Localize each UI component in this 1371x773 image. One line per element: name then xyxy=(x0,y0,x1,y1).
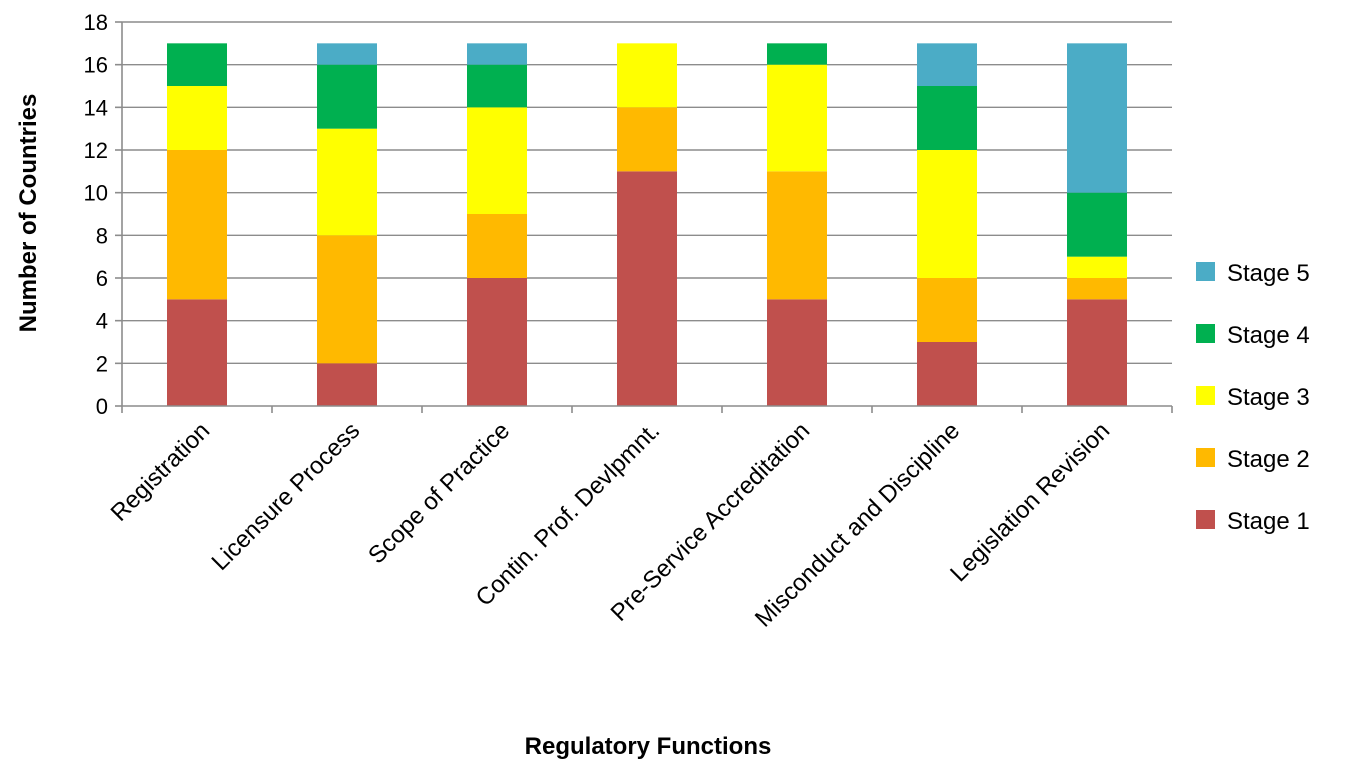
bar-segment-stage-3 xyxy=(1067,256,1127,278)
bar-segment-stage-4 xyxy=(767,43,827,65)
bar-segment-stage-4 xyxy=(1067,192,1127,257)
bar-segment-stage-1 xyxy=(317,363,377,406)
y-tick-label: 6 xyxy=(96,266,108,291)
y-tick-label: 12 xyxy=(84,138,108,163)
bar-segment-stage-5 xyxy=(467,43,527,65)
x-axis-title: Regulatory Functions xyxy=(525,733,772,760)
bar-segment-stage-1 xyxy=(467,278,527,406)
bar-segment-stage-4 xyxy=(467,64,527,108)
y-tick-label: 16 xyxy=(84,53,108,78)
bar-segment-stage-1 xyxy=(917,342,977,406)
legend-swatch xyxy=(1196,262,1215,281)
bars xyxy=(167,43,1127,406)
bar-segment-stage-3 xyxy=(767,64,827,172)
y-tick-label: 14 xyxy=(84,95,108,120)
bar-segment-stage-3 xyxy=(467,107,527,214)
legend-label: Stage 3 xyxy=(1227,384,1310,411)
legend-swatch xyxy=(1196,510,1215,529)
bar-segment-stage-2 xyxy=(167,150,227,300)
y-axis-title: Number of Countries xyxy=(15,94,42,333)
legend-swatch xyxy=(1196,448,1215,467)
x-tick-label: Legislation Revision xyxy=(945,417,1115,587)
bar-segment-stage-3 xyxy=(167,86,227,150)
bar-segment-stage-2 xyxy=(917,278,977,342)
bar-segment-stage-3 xyxy=(317,128,377,236)
x-tick-label: Scope of Practice xyxy=(363,417,515,569)
legend-item: Stage 1 xyxy=(1196,508,1310,535)
bar-segment-stage-2 xyxy=(617,107,677,172)
bar-segment-stage-5 xyxy=(1067,43,1127,193)
x-tick-label: Licensure Process xyxy=(207,417,366,576)
legend: Stage 5 Stage 4 Stage 3 Stage 2 Stage 1 xyxy=(1196,260,1310,535)
legend-swatch xyxy=(1196,386,1215,405)
bar-segment-stage-4 xyxy=(167,43,227,86)
y-tick-label: 8 xyxy=(96,223,108,248)
legend-item: Stage 3 xyxy=(1196,384,1310,411)
bar-segment-stage-1 xyxy=(617,171,677,406)
legend-item: Stage 5 xyxy=(1196,260,1310,287)
legend-label: Stage 2 xyxy=(1227,446,1310,473)
legend-label: Stage 5 xyxy=(1227,260,1310,287)
y-tick-label: 2 xyxy=(96,351,108,376)
bar-segment-stage-2 xyxy=(767,171,827,300)
legend-item: Stage 2 xyxy=(1196,446,1310,473)
bar-segment-stage-4 xyxy=(917,86,977,150)
legend-swatch xyxy=(1196,324,1215,343)
y-tick-label: 0 xyxy=(96,394,108,419)
legend-item: Stage 4 xyxy=(1196,322,1310,349)
x-tick-label: Registration xyxy=(106,417,216,527)
bar-segment-stage-3 xyxy=(617,43,677,108)
bar-segment-stage-5 xyxy=(317,43,377,65)
y-tick-labels: 0 2 4 6 8 10 12 14 16 18 xyxy=(84,10,108,419)
bar-segment-stage-2 xyxy=(467,214,527,278)
axes xyxy=(115,21,1173,413)
bar-segment-stage-1 xyxy=(767,299,827,406)
legend-label: Stage 4 xyxy=(1227,322,1310,349)
bar-segment-stage-5 xyxy=(917,43,977,86)
bar-segment-stage-2 xyxy=(1067,278,1127,300)
bar-segment-stage-1 xyxy=(1067,299,1127,406)
y-tick-label: 18 xyxy=(84,10,108,35)
bar-segment-stage-1 xyxy=(167,299,227,406)
bar-segment-stage-4 xyxy=(317,64,377,129)
y-tick-label: 4 xyxy=(96,309,108,334)
bar-segment-stage-2 xyxy=(317,235,377,364)
y-tick-label: 10 xyxy=(84,181,108,206)
legend-label: Stage 1 xyxy=(1227,508,1310,535)
bar-segment-stage-3 xyxy=(917,150,977,278)
